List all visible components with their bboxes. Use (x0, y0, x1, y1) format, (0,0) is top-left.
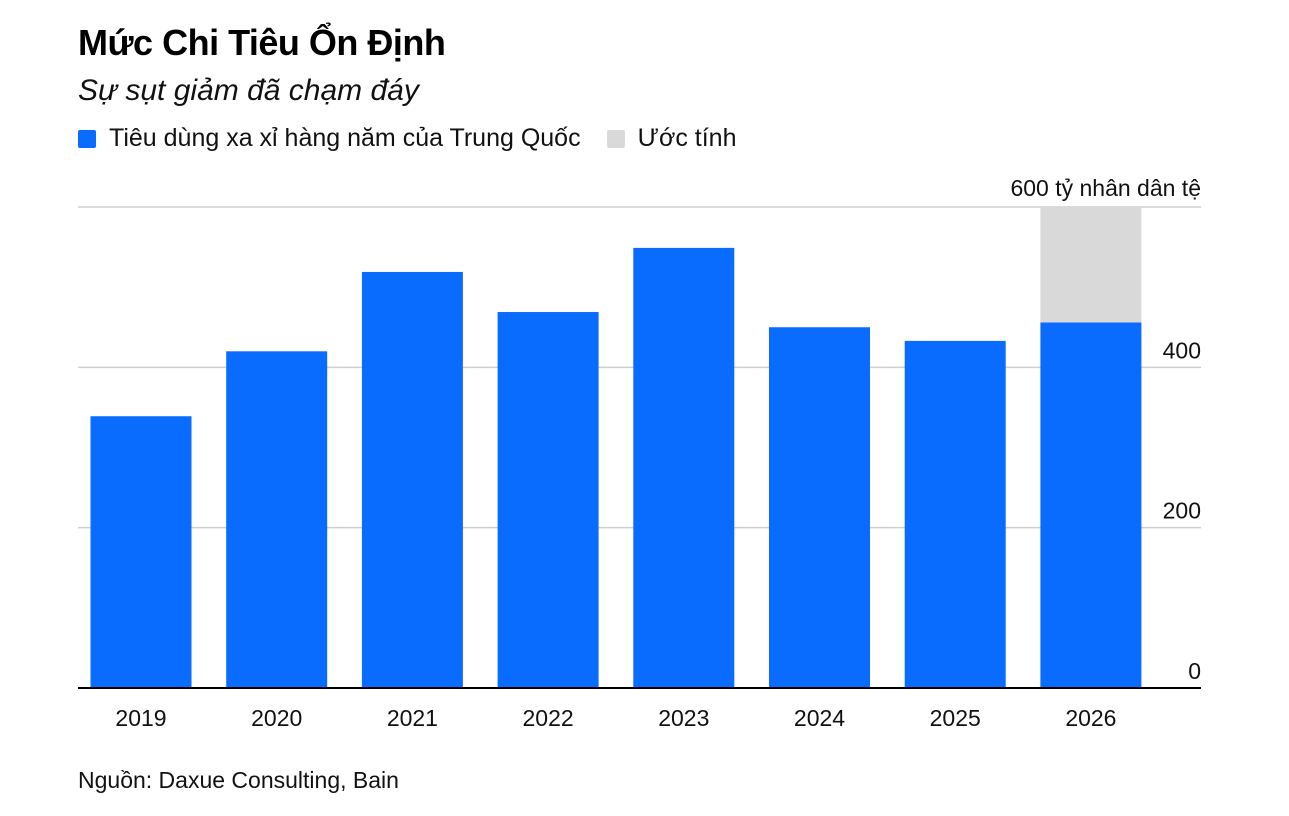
source-note: Nguồn: Daxue Consulting, Bain (78, 767, 399, 793)
x-tick-label-2021: 2021 (387, 705, 438, 731)
x-axis-ticks: 2019 2020 2021 2022 2023 2024 2025 2026 (115, 705, 1116, 731)
legend-item-estimate: Ước tính (606, 124, 737, 153)
chart-subtitle: Sự sụt giảm đã chạm đáy (78, 74, 419, 107)
bar-2024 (769, 327, 870, 688)
x-tick-label-2026: 2026 (1065, 705, 1116, 731)
bar-2026-estimate (1040, 207, 1142, 323)
x-tick-label-2024: 2024 (794, 705, 845, 731)
bar-2019 (90, 416, 192, 688)
legend-label-actual: Tiêu dùng xa xỉ hàng năm của Trung Quốc (109, 124, 581, 152)
legend-swatch-actual (78, 129, 96, 148)
bar-2026 (1040, 322, 1142, 688)
y-axis-unit-label: 600 tỷ nhân dân tệ (1010, 175, 1201, 201)
y-tick-label-0: 0 (1188, 658, 1201, 684)
x-tick-label-2020: 2020 (251, 705, 302, 731)
x-tick-label-2022: 2022 (523, 705, 574, 731)
legend-item-actual: Tiêu dùng xa xỉ hàng năm của Trung Quốc (78, 124, 581, 153)
legend-label-estimate: Ước tính (637, 124, 737, 152)
y-tick-label-400: 400 (1163, 337, 1201, 363)
chart-title: Mức Chi Tiêu Ổn Định (78, 22, 446, 63)
x-tick-label-2023: 2023 (658, 705, 709, 731)
bar-2023 (633, 247, 735, 688)
bar-2020 (226, 351, 328, 688)
bar-chart: 0 200 400 2019 2020 2021 2022 2023 2024 2025 2026… (78, 175, 1201, 731)
y-tick-label-200: 200 (1163, 498, 1201, 524)
bar-2021 (361, 271, 463, 688)
legend: Tiêu dùng xa xỉ hàng năm của Trung Quốc … (78, 124, 762, 153)
legend-swatch-estimate (606, 129, 625, 148)
bars (90, 207, 1142, 688)
x-tick-label-2019: 2019 (115, 705, 166, 731)
bar-2025 (904, 340, 1006, 688)
bar-2022 (497, 312, 599, 688)
x-tick-label-2025: 2025 (930, 705, 981, 731)
y-axis-ticks: 0 200 400 (1163, 337, 1201, 684)
